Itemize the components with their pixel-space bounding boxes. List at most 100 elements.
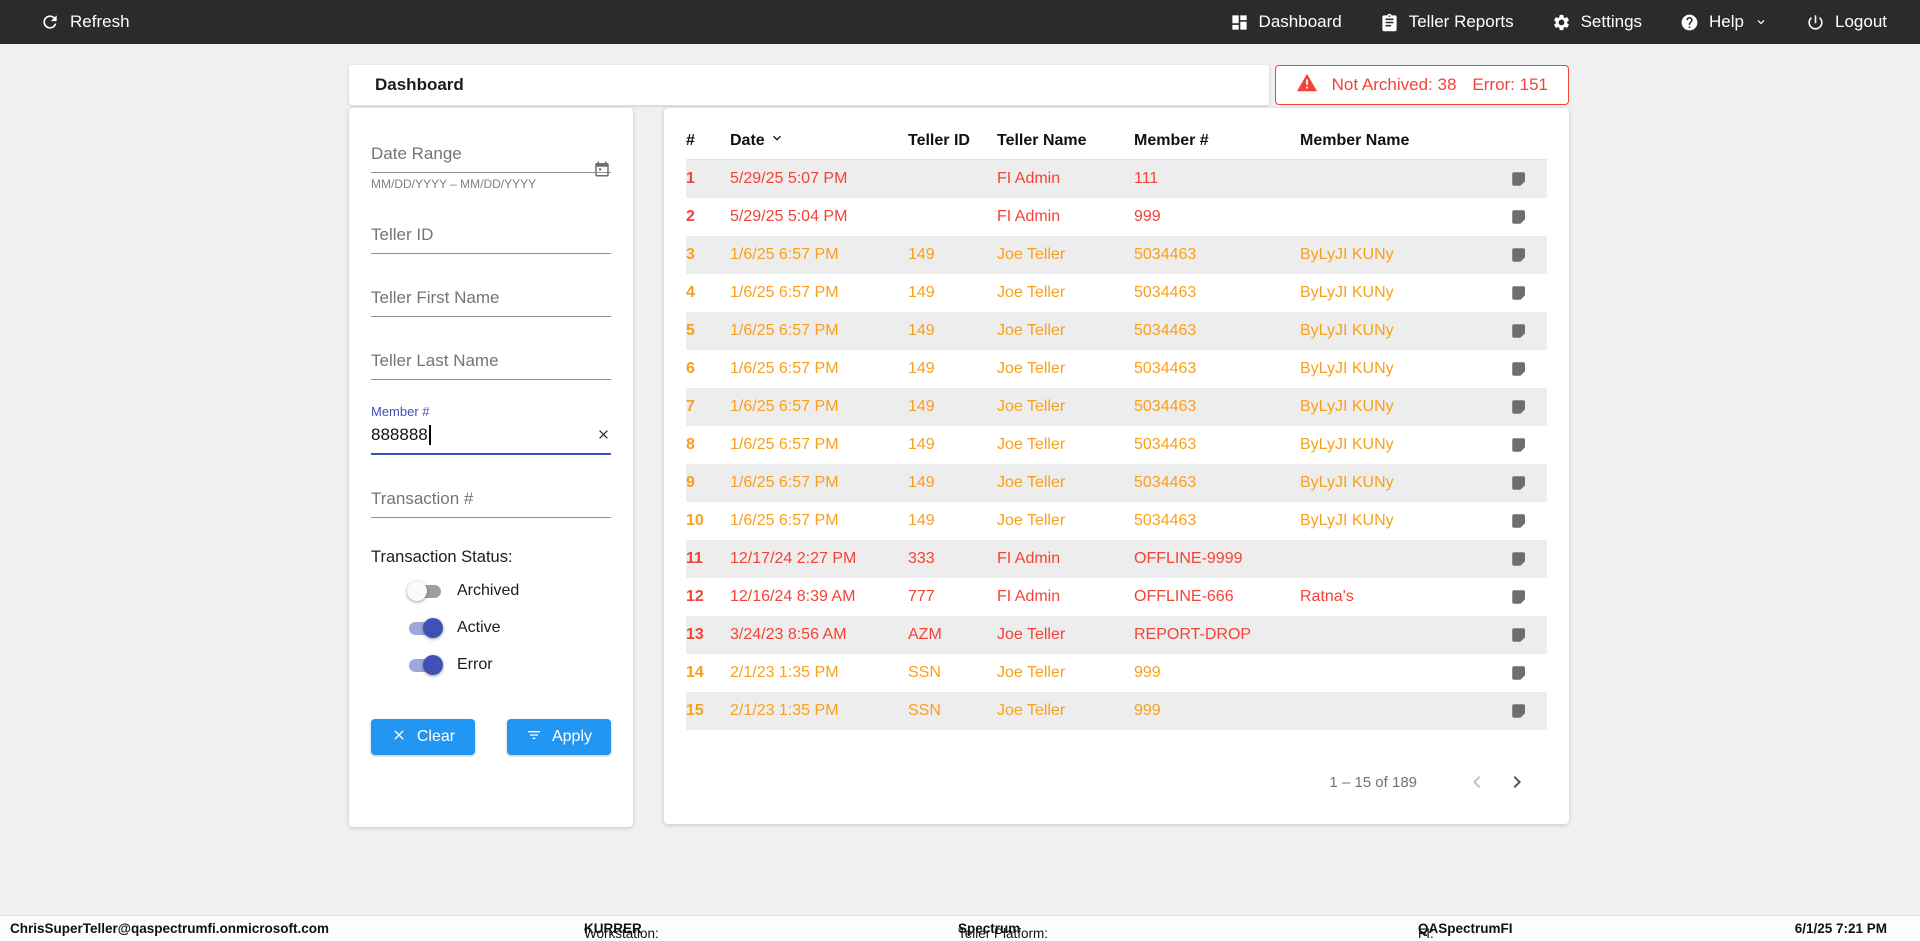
next-page-button[interactable] (1497, 762, 1537, 802)
toggle-switch[interactable] (407, 581, 443, 601)
member-number-input[interactable] (371, 419, 611, 455)
note-icon[interactable] (1490, 588, 1547, 606)
table-row[interactable]: 12 12/16/24 8:39 AM 777 FI Admin OFFLINE-666… (686, 578, 1547, 616)
cell-member-name: ByLyJI KUNy (1300, 322, 1394, 339)
table-row[interactable]: 3 1/6/25 6:57 PM 149 Joe Teller 5034463 ByLyJ… (686, 236, 1547, 274)
table-row[interactable]: 1 5/29/25 5:07 PM FI Admin 111 (686, 160, 1547, 198)
cell-member-number: 5034463 (1134, 474, 1197, 491)
nav-logout[interactable]: Logout (1806, 12, 1887, 32)
note-icon[interactable] (1490, 208, 1547, 226)
member-number-field: Member # (371, 404, 611, 455)
cell-member-number: OFFLINE-9999 (1134, 550, 1243, 567)
transaction-number-input[interactable] (371, 483, 611, 518)
cell-teller-name: Joe Teller (997, 474, 1066, 491)
note-icon[interactable] (1490, 474, 1547, 492)
main-content: Dashboard Not Archived: 38 Error: 151 MM… (0, 44, 1920, 915)
cell-member-number: 5034463 (1134, 322, 1197, 339)
cell-date: 5/29/25 5:07 PM (730, 170, 848, 187)
note-icon[interactable] (1490, 436, 1547, 454)
column-header-teller-id[interactable]: Teller ID (908, 131, 970, 149)
note-icon[interactable] (1490, 702, 1547, 720)
cell-num: 8 (686, 436, 695, 453)
nav-teller-reports[interactable]: Teller Reports (1380, 12, 1514, 32)
note-icon[interactable] (1490, 398, 1547, 416)
toggle-archived[interactable]: Archived (407, 581, 611, 601)
cell-num: 2 (686, 208, 695, 225)
cell-member-number: REPORT-DROP (1134, 626, 1252, 643)
note-icon[interactable] (1490, 322, 1547, 340)
column-header-member-number[interactable]: Member # (1134, 131, 1209, 149)
note-icon[interactable] (1490, 170, 1547, 188)
cell-teller-id: 149 (908, 512, 935, 529)
workstation-info: Workstation: KURRER (584, 921, 659, 941)
table-row[interactable]: 10 1/6/25 6:57 PM 149 Joe Teller 5034463 ByLy… (686, 502, 1547, 540)
note-icon[interactable] (1490, 626, 1547, 644)
refresh-button[interactable]: Refresh (40, 12, 130, 32)
cell-member-number: 5034463 (1134, 512, 1197, 529)
note-icon[interactable] (1490, 360, 1547, 378)
cell-member-number: 5034463 (1134, 360, 1197, 377)
table-row[interactable]: 7 1/6/25 6:57 PM 149 Joe Teller 5034463 ByLyJ… (686, 388, 1547, 426)
column-header-member-name[interactable]: Member Name (1300, 131, 1410, 149)
column-header-date[interactable]: Date (730, 130, 908, 151)
cell-teller-name: Joe Teller (997, 436, 1066, 453)
table-row[interactable]: 6 1/6/25 6:57 PM 149 Joe Teller 5034463 ByLyJ… (686, 350, 1547, 388)
cell-member-number: OFFLINE-666 (1134, 588, 1234, 605)
teller-platform-info: Teller Platform: Spectrum (958, 921, 1049, 941)
note-icon[interactable] (1490, 664, 1547, 682)
gear-icon (1552, 13, 1571, 32)
table-row[interactable]: 9 1/6/25 6:57 PM 149 Joe Teller 5034463 ByLyJ… (686, 464, 1547, 502)
table-row[interactable]: 11 12/17/24 2:27 PM 333 FI Admin OFFLINE-999… (686, 540, 1547, 578)
previous-page-button[interactable] (1457, 762, 1497, 802)
clear-button[interactable]: Clear (371, 719, 475, 755)
teller-first-name-field (371, 282, 611, 317)
calendar-icon[interactable] (593, 160, 611, 183)
column-header-num[interactable]: # (686, 131, 695, 149)
date-range-input[interactable] (371, 138, 611, 173)
cell-teller-name: FI Admin (997, 550, 1061, 567)
toggle-active[interactable]: Active (407, 618, 611, 638)
alert-badge[interactable]: Not Archived: 38 Error: 151 (1274, 65, 1569, 105)
filter-icon (526, 727, 542, 748)
teller-last-name-input[interactable] (371, 345, 611, 380)
teller-id-input[interactable] (371, 219, 611, 254)
note-icon[interactable] (1490, 284, 1547, 302)
cell-num: 7 (686, 398, 695, 415)
cell-date: 2/1/23 1:35 PM (730, 664, 839, 681)
cell-num: 11 (686, 550, 703, 567)
cell-member-number: 5034463 (1134, 398, 1197, 415)
cell-teller-id: 149 (908, 322, 935, 339)
cell-teller-name: FI Admin (997, 170, 1061, 187)
table-row[interactable]: 8 1/6/25 6:57 PM 149 Joe Teller 5034463 ByLyJ… (686, 426, 1547, 464)
cell-teller-id: 149 (908, 474, 935, 491)
cell-teller-name: Joe Teller (997, 702, 1066, 719)
cell-teller-id: 149 (908, 398, 935, 415)
member-number-label: Member # (371, 404, 430, 419)
apply-button[interactable]: Apply (507, 719, 611, 755)
nav-settings[interactable]: Settings (1552, 12, 1642, 32)
note-icon[interactable] (1490, 246, 1547, 264)
toggle-error[interactable]: Error (407, 655, 611, 675)
table-row[interactable]: 15 2/1/23 1:35 PM SSN Joe Teller 999 (686, 692, 1547, 730)
table-row[interactable]: 4 1/6/25 6:57 PM 149 Joe Teller 5034463 ByLyJ… (686, 274, 1547, 312)
teller-first-name-input[interactable] (371, 282, 611, 317)
clear-field-icon[interactable] (596, 427, 611, 447)
table-row[interactable]: 13 3/24/23 8:56 AM AZM Joe Teller REPORT-DRO… (686, 616, 1547, 654)
cell-teller-name: Joe Teller (997, 284, 1066, 301)
table-row[interactable]: 5 1/6/25 6:57 PM 149 Joe Teller 5034463 ByLyJ… (686, 312, 1547, 350)
cell-num: 12 (686, 588, 704, 605)
nav-help[interactable]: Help (1680, 12, 1768, 32)
note-icon[interactable] (1490, 550, 1547, 568)
toggle-switch[interactable] (407, 618, 443, 638)
footer-datetime: 6/1/25 7:21 PM (1794, 921, 1887, 936)
refresh-label: Refresh (70, 12, 130, 31)
note-icon[interactable] (1490, 512, 1547, 530)
cell-num: 14 (686, 664, 704, 681)
cell-teller-id: 149 (908, 436, 935, 453)
table-row[interactable]: 2 5/29/25 5:04 PM FI Admin 999 (686, 198, 1547, 236)
cell-member-name: ByLyJI KUNy (1300, 360, 1394, 377)
column-header-teller-name[interactable]: Teller Name (997, 131, 1087, 149)
nav-dashboard[interactable]: Dashboard (1230, 12, 1342, 32)
toggle-switch[interactable] (407, 655, 443, 675)
table-row[interactable]: 14 2/1/23 1:35 PM SSN Joe Teller 999 (686, 654, 1547, 692)
